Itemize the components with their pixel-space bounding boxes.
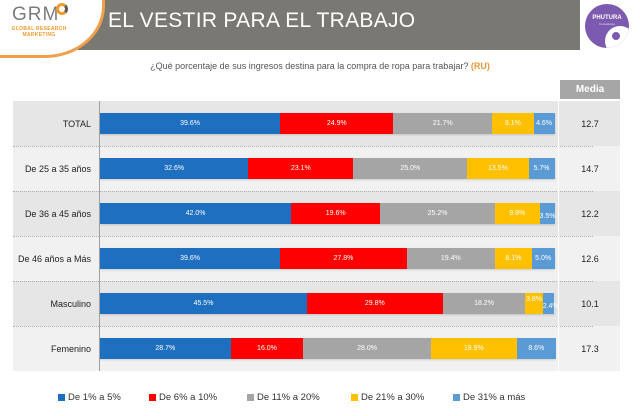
row-separator: [13, 191, 593, 192]
chart-legend: De 1% a 5% De 6% a 10% De 11% a 20% De 21% …: [0, 392, 640, 406]
media-value: 10.1: [581, 298, 599, 309]
media-value: 12.2: [581, 208, 599, 219]
bar-segment: 25.0%: [353, 158, 468, 179]
category-axis-line: [99, 101, 100, 371]
bar-segment: 21.7%: [393, 113, 493, 134]
bar-segment: 39.6%: [100, 113, 281, 134]
bar-segment: 18.9%: [430, 338, 517, 359]
legend-item: De 1% a 5%: [58, 392, 121, 403]
stacked-bar: 39.6% 24.9% 21.7% 9.1% 4.6%: [100, 113, 555, 134]
media-value: 12.7: [581, 118, 599, 129]
chart-row: Masculino 45.5% 29.8% 18.2% 3.8% 2.4% 10.1: [13, 281, 620, 326]
media-value: 12.6: [581, 253, 599, 264]
grm-logo-text: GRM: [12, 4, 60, 25]
bar-segment: 8.1%: [494, 248, 532, 269]
bar-segment: 19.6%: [291, 203, 381, 224]
bar-segment: 27.8%: [280, 248, 407, 269]
bar-segment: 4.6%: [533, 113, 555, 134]
stacked-bar: 42.0% 19.6% 25.2% 9.8% 3.5%: [100, 203, 555, 224]
legend-label: De 31% a más: [463, 392, 526, 403]
bar-segment: 8.6%: [516, 338, 556, 359]
category-label: De 36 a 45 años: [24, 208, 91, 219]
legend-swatch-icon: [247, 394, 254, 401]
bar-segment: 16.0%: [230, 338, 304, 359]
category-label: TOTAL: [62, 118, 91, 129]
bar-segment: 3.8%: [525, 293, 543, 314]
bar-segment: 25.2%: [380, 203, 495, 224]
grm-subtitle-line1: GLOBAL RESEARCH: [11, 26, 67, 32]
chart-row: De 25 a 35 años 32.6% 23.1% 25.0% 13.5% 5.7% 1…: [13, 146, 620, 191]
bar-segment: 5.0%: [531, 248, 555, 269]
bar-segment: 42.0%: [100, 203, 292, 224]
legend-label: De 1% a 5%: [68, 392, 121, 403]
stacked-bar: 32.6% 23.1% 25.0% 13.5% 5.7%: [100, 158, 555, 179]
bar-segment: 23.1%: [248, 158, 354, 179]
question-text: ¿Qué porcentaje de sus ingresos destina …: [150, 61, 469, 71]
media-value: 14.7: [581, 163, 599, 174]
phutura-logo-text: PHUTURA: [592, 15, 622, 21]
bar-segment: 28.0%: [303, 338, 431, 359]
legend-item: De 31% a más: [453, 392, 525, 403]
chart-row: De 46 años a Más 39.6% 27.8% 19.4% 8.1% 5.0% 1…: [13, 236, 620, 281]
legend-label: De 21% a 30%: [361, 392, 425, 403]
page-title: EL VESTIR PARA EL TRABAJO: [108, 9, 416, 32]
stacked-bar: 28.7% 16.0% 28.0% 18.9% 8.6%: [100, 338, 556, 359]
bar-segment: 29.8%: [307, 293, 443, 314]
bar-segment: 9.8%: [494, 203, 540, 224]
chart-row: TOTAL 39.6% 24.9% 21.7% 9.1% 4.6% 12.7: [13, 101, 620, 146]
bar-segment: 3.5%: [539, 203, 555, 224]
bar-segment: 5.7%: [528, 158, 555, 179]
row-separator: [13, 146, 593, 147]
legend-item: De 21% a 30%: [351, 392, 424, 403]
legend-label: De 11% a 20%: [257, 392, 320, 403]
question-tag: (RU): [470, 61, 490, 71]
bar-segment: 9.1%: [492, 113, 534, 134]
category-label: Femenino: [50, 343, 91, 354]
bar-segment: 28.7%: [100, 338, 231, 359]
phutura-dot-icon: [612, 32, 620, 40]
legend-swatch-icon: [149, 394, 156, 401]
category-label: De 46 años a Más: [17, 253, 91, 264]
bar-segment: 18.2%: [442, 293, 526, 314]
legend-label: De 6% a 10%: [159, 392, 218, 403]
media-value: 17.3: [581, 343, 599, 354]
media-column-header: Media: [560, 80, 620, 99]
grm-logo-subtitle: GLOBAL RESEARCH MARKETING: [4, 26, 74, 38]
bar-segment: 13.5%: [467, 158, 529, 179]
bar-segment: 2.4%: [542, 293, 559, 314]
phutura-logo: PHUTURA Consultores: [585, 4, 629, 48]
phutura-logo-subtitle: Consultores: [598, 22, 615, 26]
chart-row: Femenino 28.7% 16.0% 28.0% 18.9% 8.6% 17.3: [13, 326, 620, 371]
stacked-bar: 39.6% 27.8% 19.4% 8.1% 5.0%: [100, 248, 555, 269]
legend-swatch-icon: [58, 394, 65, 401]
grm-subtitle-line2: MARKETING: [22, 32, 56, 38]
legend-item: De 11% a 20%: [247, 392, 320, 403]
stacked-bar: 45.5% 29.8% 18.2% 3.8% 2.4%: [100, 293, 559, 314]
legend-swatch-icon: [351, 394, 358, 401]
chart-question: ¿Qué porcentaje de sus ingresos destina …: [0, 61, 640, 71]
row-separator: [13, 281, 593, 282]
legend-swatch-icon: [453, 394, 460, 401]
row-separator: [13, 236, 593, 237]
category-label: De 25 a 35 años: [24, 163, 91, 174]
legend-item: De 6% a 10%: [149, 392, 217, 403]
category-label: Masculino: [50, 298, 91, 309]
bar-segment: 45.5%: [100, 293, 308, 314]
row-separator: [13, 326, 593, 327]
bar-segment: 19.4%: [406, 248, 495, 269]
grm-swirl-icon: [56, 3, 68, 15]
chart-row: De 36 a 45 años 42.0% 19.6% 25.2% 9.8% 3.5% 12…: [13, 191, 620, 236]
media-column-divider: [558, 101, 559, 371]
bar-segment: 39.6%: [100, 248, 281, 269]
bar-segment: 24.9%: [280, 113, 394, 134]
bar-segment: 32.6%: [100, 158, 249, 179]
